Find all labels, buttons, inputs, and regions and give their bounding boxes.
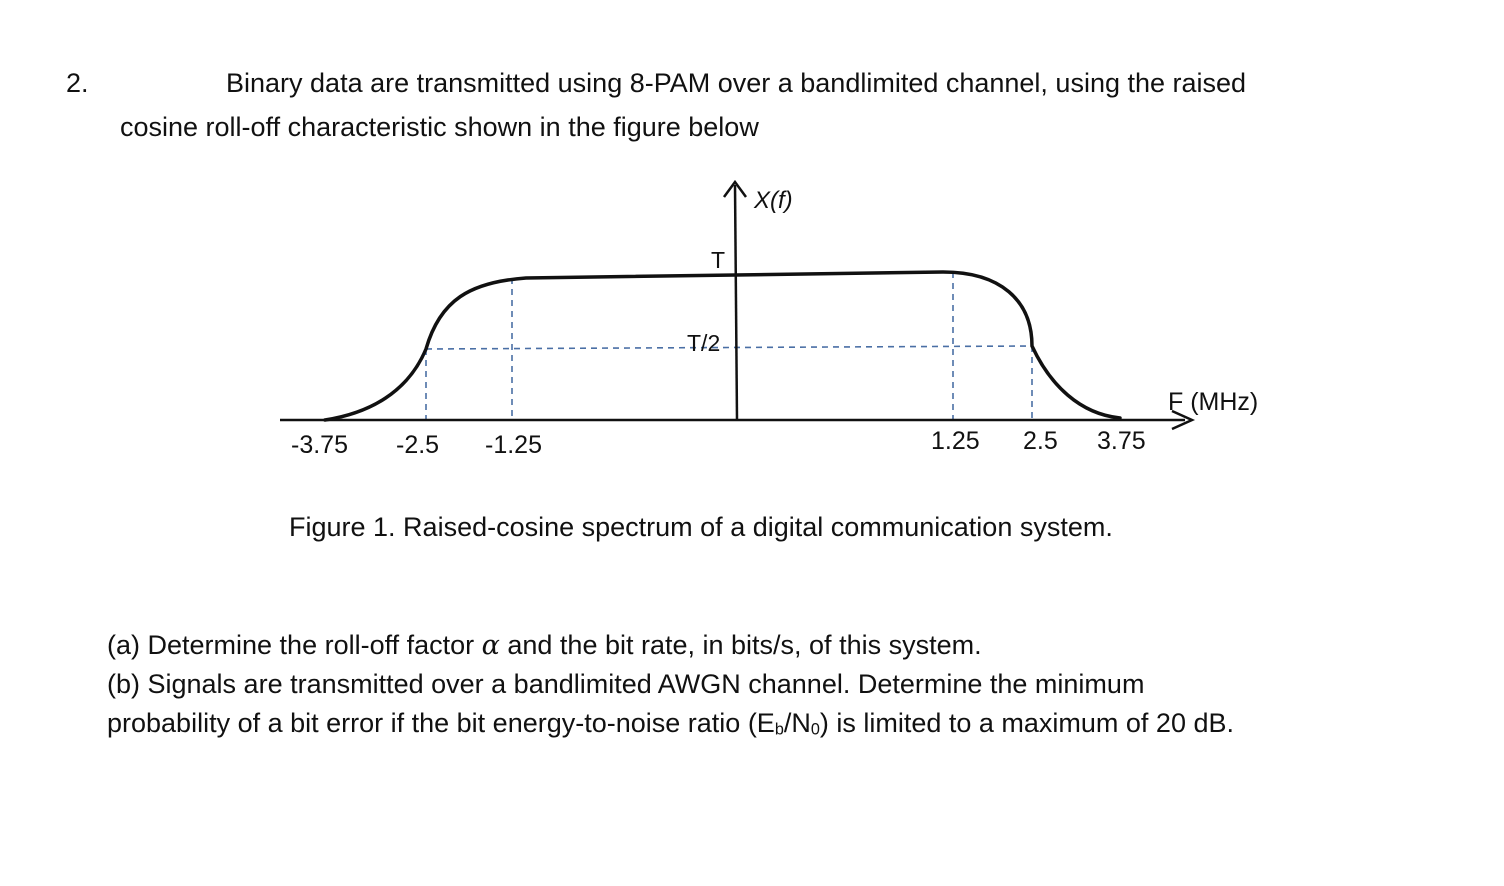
tick-label-2-5: 2.5 [1023, 427, 1058, 455]
part-b-mid: /N [783, 708, 811, 738]
tick-label-3-75: 3.75 [1097, 427, 1146, 455]
part-b-line2-suffix: ) is limited to a maximum of 20 dB. [819, 708, 1234, 738]
part-b-question-line2: probability of a bit error if the bit en… [107, 710, 1234, 738]
y-axis-label: X(f) [753, 187, 793, 214]
question-intro-line1: Binary data are transmitted using 8-PAM … [226, 68, 1247, 98]
tick-label-minus-2-5: -2.5 [396, 431, 439, 459]
part-b-question-line1: (b) Signals are transmitted over a bandl… [107, 669, 1145, 699]
n0-subscript: 0 [810, 720, 820, 739]
question-number: 2. [66, 68, 89, 98]
tick-label-minus-1-25: -1.25 [485, 431, 542, 459]
level-half-T-label: T/2 [687, 330, 720, 356]
x-axis-label: F (MHz) [1168, 388, 1258, 416]
y-axis-arrowhead [722, 179, 748, 198]
axes [280, 179, 1196, 431]
part-a-prefix: (a) Determine the roll-off factor [107, 630, 482, 660]
figure-caption: Figure 1. Raised-cosine spectrum of a di… [289, 512, 1113, 542]
eb-subscript: b [774, 720, 784, 739]
tick-label-1-25: 1.25 [931, 427, 980, 455]
tick-label-minus-3-75: -3.75 [291, 431, 348, 459]
part-a-suffix: and the bit rate, in bits/s, of this sys… [499, 630, 982, 660]
dashed-guide-lines [425, 272, 1033, 420]
alpha-symbol: α [481, 630, 500, 661]
half-level-guide [425, 345, 1033, 350]
part-a-question: (a) Determine the roll-off factor α and … [107, 630, 982, 661]
figure-labels: X(f) F (MHz) T T/2 -3.75 -2.5 -1.25 1.25… [291, 187, 1258, 459]
question-intro-line2: cosine roll-off characteristic shown in … [120, 112, 759, 142]
level-T-label: T [711, 247, 725, 273]
spectrum-curve [323, 270, 1122, 422]
y-axis-line [733, 184, 739, 421]
raised-cosine-curve [323, 270, 1122, 422]
part-b-line2-prefix: probability of a bit error if the bit en… [107, 708, 775, 738]
x-axis-arrowhead [1171, 409, 1196, 431]
